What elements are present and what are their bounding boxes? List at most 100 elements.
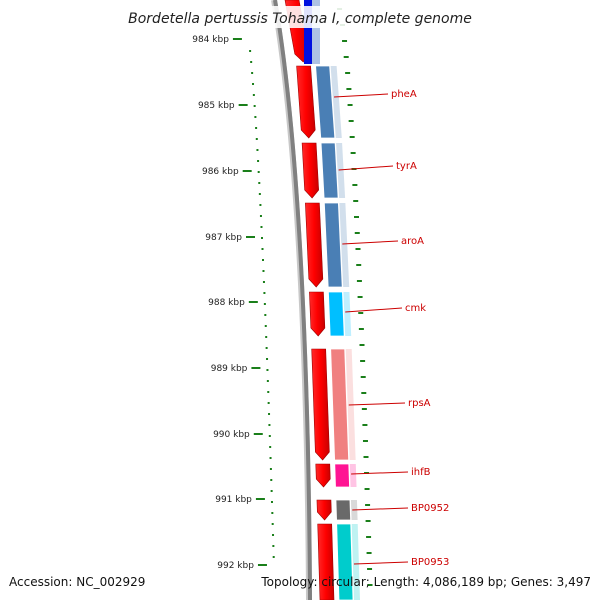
gc-content-dash (360, 360, 366, 362)
scale-tick-label: 992 kbp (217, 561, 254, 571)
gc-skew-dot (258, 193, 261, 195)
gc-skew-dot (262, 281, 265, 283)
gc-content-dash (348, 120, 354, 122)
gc-skew-dot (264, 314, 267, 316)
gc-skew-dot (250, 61, 253, 63)
gene-track (304, 0, 360, 600)
gene-bar-halo (339, 203, 350, 287)
label-leader-line (348, 402, 406, 406)
gc-skew-dot (270, 501, 273, 503)
scale-tick-label: 989 kbp (211, 364, 248, 374)
genome-summary-text: Topology: circular; Length: 4,086,189 bp… (260, 575, 591, 589)
cds-arrow (296, 65, 316, 139)
gc-skew-dot (259, 215, 262, 217)
gene-bar-cmk (328, 291, 345, 337)
scale-tick-label: 984 kbp (192, 35, 229, 45)
gc-content-dash (349, 136, 355, 138)
gene-label-aroA: aroA (401, 236, 424, 247)
label-leader-line (345, 307, 403, 313)
gc-skew-dot (262, 270, 265, 272)
cds-arrow (316, 499, 332, 521)
gc-content-dash (362, 424, 368, 426)
gc-content-dash (364, 488, 370, 490)
gc-skew-dot (260, 237, 263, 239)
scale-tick-label: 987 kbp (205, 233, 242, 243)
gc-skew-dot (265, 336, 268, 338)
gc-skew-dot (249, 50, 252, 52)
gc-skew-dot (252, 94, 255, 96)
gc-skew-dot (270, 490, 273, 492)
gene-bar-top (304, 0, 312, 64)
gene-bar-aroA (323, 202, 343, 288)
gc-skew-dot (257, 171, 260, 173)
gene-label-ihfB: ihfB (411, 467, 431, 478)
gc-skew-dot (263, 292, 266, 294)
gc-content-dash (361, 408, 367, 410)
gene-bar-halo (349, 464, 357, 487)
gene-bar-tyrA (320, 142, 339, 199)
gc-skew-dot (266, 358, 269, 360)
gc-skew-dot (252, 83, 255, 85)
gc-content-dash (342, 40, 348, 42)
gene-bar-BP0953 (336, 523, 354, 600)
gc-skew-dot (270, 479, 273, 481)
gc-skew-dot (272, 545, 275, 547)
gc-content-dash (365, 520, 371, 522)
gc-skew-dot (261, 259, 264, 261)
gc-skew-dot (257, 160, 260, 162)
gene-bar-ihfB (334, 463, 350, 488)
cds-arrow (311, 348, 330, 461)
gene-label-tyrA: tyrA (396, 161, 417, 172)
accession-text: Accession: NC_002929 (9, 575, 145, 589)
gene-bar-halo (351, 524, 360, 600)
gc-skew-dot (269, 468, 272, 470)
cds-arrow (305, 202, 324, 288)
gc-skew-dot (258, 182, 261, 184)
gc-skew-dot (265, 347, 268, 349)
gc-content-dash (356, 264, 362, 266)
genome-backbone (273, 0, 312, 600)
gc-skew-dot (256, 149, 259, 151)
gene-label-rpsA: rpsA (408, 398, 431, 409)
gc-skew-dot (260, 226, 263, 228)
map-title: Bordetella pertussis Tohama I, complete … (128, 11, 472, 27)
scale-tick-label: 986 kbp (202, 167, 239, 177)
gc-content-dash (363, 456, 369, 458)
gc-skew-dot (268, 424, 271, 426)
label-leader-line (342, 240, 399, 245)
gc-content-dash (343, 56, 349, 58)
gene-bar-pheA (315, 65, 336, 139)
cds-arrow (315, 463, 331, 488)
gc-content-dash (352, 184, 358, 186)
gene-label-BP0953: BP0953 (411, 557, 449, 568)
label-leader-line (334, 93, 389, 98)
gc-content-dash (366, 536, 372, 538)
gc-skew-dot (255, 138, 258, 140)
gc-skew-dot (272, 534, 275, 536)
gc-skew-dot (266, 369, 269, 371)
gc-content-dash (361, 392, 367, 394)
gc-content-dash (366, 552, 372, 554)
gene-labels: pheA tyrA aroA cmk rpsA ihfB BP0952 BP0953 (334, 89, 449, 568)
gc-skew-dot (261, 248, 264, 250)
gc-content-dash (354, 216, 359, 218)
gc-skew-dot (264, 325, 267, 327)
scale-tick-label: 988 kbp (208, 298, 245, 308)
label-leader-line (351, 471, 409, 475)
gene-bar-halo (343, 292, 352, 336)
gc-skew-dot (267, 391, 270, 393)
scale-tick-label: 991 kbp (215, 495, 252, 505)
gene-bar-BP0952 (335, 499, 351, 521)
gc-content-dash (360, 376, 366, 378)
gc-skew-dot (255, 127, 258, 129)
gc-content-dash (358, 328, 364, 330)
gc-content-dash (353, 200, 359, 202)
gc-skew-dot (271, 512, 274, 514)
cds-arrow (317, 523, 335, 600)
gc-skew-dot (266, 380, 269, 382)
gene-bar-top-shade (312, 0, 320, 64)
label-leader-line (353, 561, 409, 565)
gene-bar-halo (336, 143, 346, 198)
gc-skew-dot (253, 105, 256, 107)
